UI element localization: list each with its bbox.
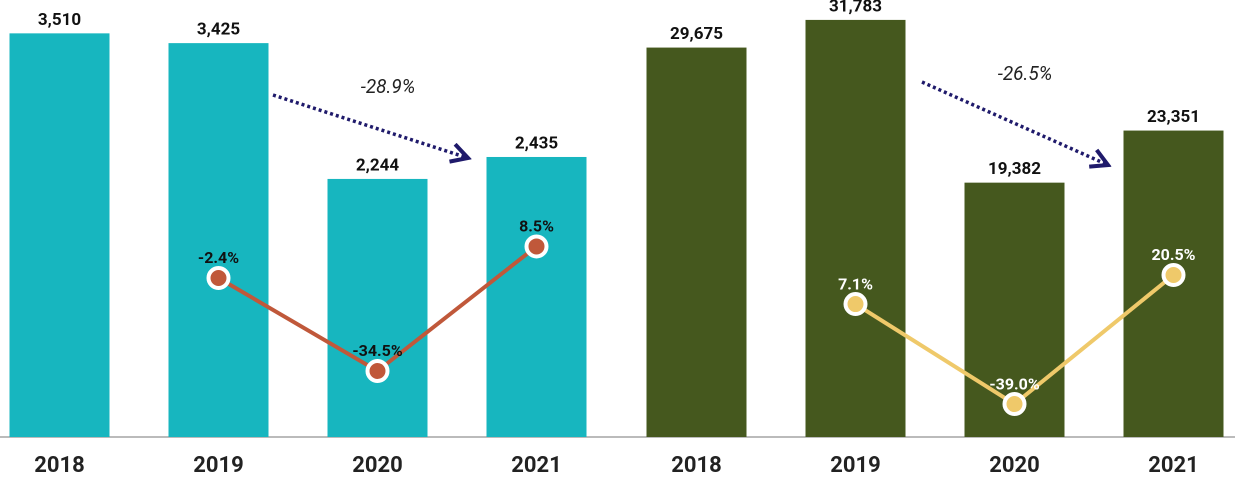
line-marker <box>843 292 868 317</box>
line-label: -34.5% <box>352 341 402 360</box>
data-label: 31,783 <box>829 0 882 16</box>
line-label: 7.1% <box>838 274 873 293</box>
data-label: 19,382 <box>988 159 1041 179</box>
bar <box>168 43 269 437</box>
line-marker <box>365 358 390 383</box>
x-tick-label: 2020 <box>352 453 403 478</box>
line-label: -2.4% <box>198 248 239 267</box>
line-marker <box>206 266 231 291</box>
data-label: 2,435 <box>515 133 558 153</box>
x-tick-label: 2021 <box>511 453 562 478</box>
data-label: 2,244 <box>356 155 399 175</box>
line-label: 20.5% <box>1151 245 1195 264</box>
line-label: 8.5% <box>519 217 554 236</box>
line-marker <box>524 234 549 259</box>
line-marker <box>1002 392 1027 417</box>
x-tick-label: 2019 <box>193 453 244 478</box>
x-tick-label: 2018 <box>671 453 722 478</box>
annotation: -28.9% <box>361 75 416 98</box>
data-label: 23,351 <box>1147 107 1200 127</box>
x-tick-label: 2018 <box>34 453 85 478</box>
line-marker <box>1161 262 1186 287</box>
arrow <box>921 80 1108 165</box>
bar <box>646 47 747 437</box>
bar <box>486 156 587 437</box>
data-label: 3,510 <box>38 10 81 30</box>
x-tick-label: 2019 <box>830 453 881 478</box>
annotation: -26.5% <box>998 62 1053 85</box>
data-label: 29,675 <box>670 24 723 44</box>
line-label: -39.0% <box>989 374 1039 393</box>
arrow <box>272 93 468 158</box>
bar <box>9 33 110 437</box>
x-tick-label: 2021 <box>1148 453 1199 478</box>
data-label: 3,425 <box>197 20 240 40</box>
x-tick-label: 2020 <box>989 453 1040 478</box>
bar <box>805 19 906 438</box>
bar <box>327 178 428 437</box>
